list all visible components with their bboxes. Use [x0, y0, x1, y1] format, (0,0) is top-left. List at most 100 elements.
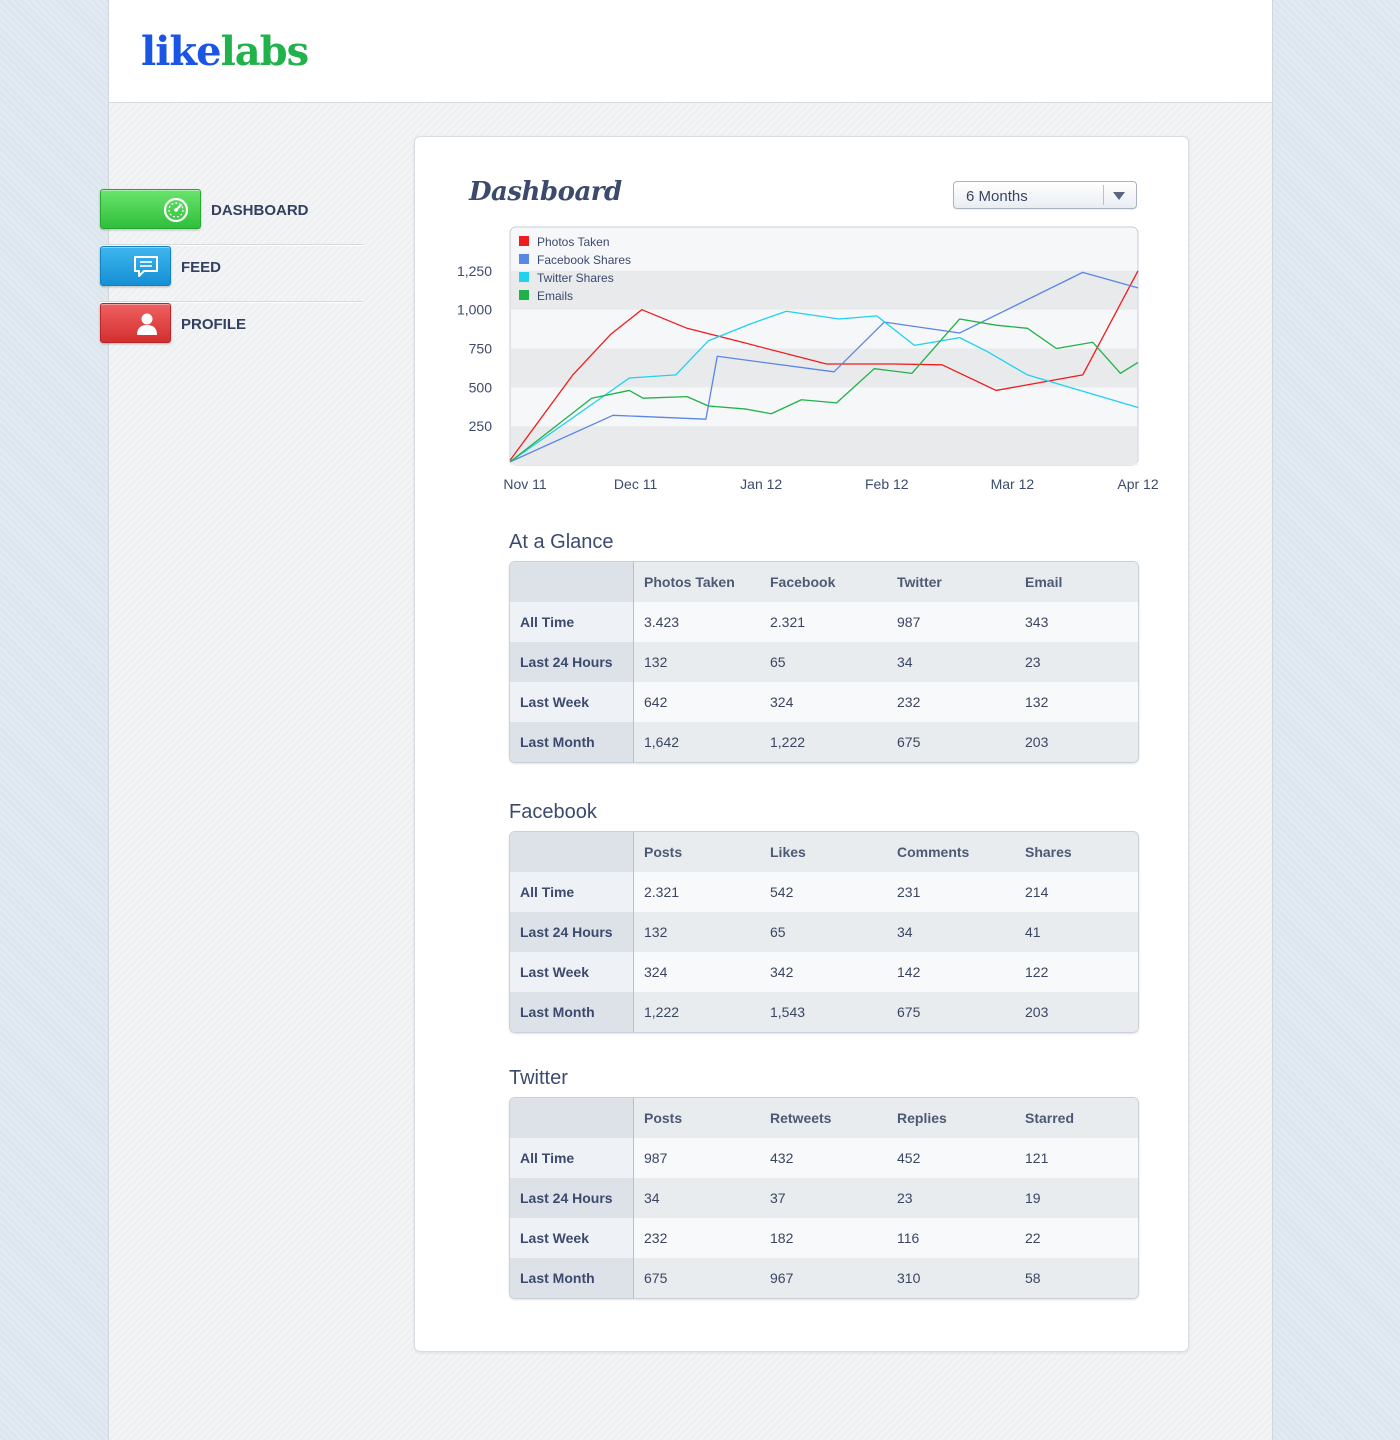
series-line [509, 270, 1139, 461]
sidebar-item-label: DASHBOARD [211, 202, 309, 219]
table-cell: 675 [887, 992, 1015, 1032]
legend-label: Facebook Shares [537, 253, 631, 267]
table-cell: 432 [760, 1138, 887, 1178]
activity-chart: 250 500 750 1,000 1,250 Nov 11 Dec 11 Jan 12 Feb… [415, 137, 1190, 517]
table-header-row: Posts Retweets Replies Starred [510, 1098, 1138, 1138]
grid-band [511, 270, 1137, 310]
y-tick-label: 250 [469, 418, 493, 434]
table-cell: 542 [760, 872, 887, 912]
row-label: All Time [510, 1138, 634, 1178]
table-cell: 1,642 [634, 722, 760, 762]
table-cell: 2.321 [634, 872, 760, 912]
row-label: All Time [510, 602, 634, 642]
y-tick-label: 1,000 [457, 302, 492, 318]
legend-label: Twitter Shares [537, 271, 614, 285]
table-cell: 34 [887, 642, 1015, 682]
table-cell: 987 [887, 602, 1015, 642]
table-row: Last 24 Hours 132 65 34 23 [510, 642, 1138, 682]
table-cell: 232 [634, 1218, 760, 1258]
table-cell: 37 [760, 1178, 887, 1218]
section-title-at-a-glance: At a Glance [509, 531, 614, 553]
table-cell: 675 [634, 1258, 760, 1298]
table-cell: 34 [887, 912, 1015, 952]
sidebar-item-feed[interactable]: FEED [100, 245, 363, 302]
twitter-table: Posts Retweets Replies Starred All Time … [509, 1097, 1139, 1299]
table-cell: 343 [1015, 602, 1138, 642]
chevron-down-icon[interactable] [1113, 192, 1125, 200]
legend-swatch [519, 254, 529, 264]
sidebar-item-label: FEED [181, 259, 222, 276]
table-cell: 203 [1015, 992, 1138, 1032]
range-select[interactable]: 6 Months [953, 181, 1137, 209]
range-select-value: 6 Months [966, 188, 1028, 205]
table-cell: 132 [1015, 682, 1138, 722]
series-line [509, 271, 1139, 463]
table-cell: 1,543 [760, 992, 887, 1032]
y-tick-label: 1,250 [457, 263, 492, 279]
table-cell: 41 [1015, 912, 1138, 952]
table-cell: 231 [887, 872, 1015, 912]
table-cell: 1,222 [634, 992, 760, 1032]
speedometer-icon [163, 197, 189, 223]
row-label: Last Month [510, 1258, 634, 1298]
table-cell: 3.423 [634, 602, 760, 642]
column-header: Photos Taken [634, 562, 760, 602]
table-cell: 310 [887, 1258, 1015, 1298]
table-row: Last Month 1,642 1,222 675 203 [510, 722, 1138, 762]
series-line [509, 318, 1139, 463]
table-cell: 203 [1015, 722, 1138, 762]
table-cell: 967 [760, 1258, 887, 1298]
top-header: likelabs [109, 0, 1272, 103]
x-tick-label: Apr 12 [1117, 476, 1158, 492]
table-corner [510, 832, 634, 872]
table-row: All Time 987 432 452 121 [510, 1138, 1138, 1178]
chat-bubble-icon [134, 256, 158, 277]
table-cell: 1,222 [760, 722, 887, 762]
legend-label: Photos Taken [537, 235, 610, 249]
table-row: Last 24 Hours 34 37 23 19 [510, 1178, 1138, 1218]
table-cell: 65 [760, 642, 887, 682]
legend-swatch [519, 236, 529, 246]
sidebar-nav: DASHBOARD FEED PROFILE [100, 188, 363, 359]
profile-tab[interactable] [100, 303, 171, 343]
column-header: Posts [634, 832, 760, 872]
y-tick-label: 500 [469, 379, 493, 395]
row-label: Last Month [510, 722, 634, 762]
legend-swatch [519, 272, 529, 282]
table-header-row: Photos Taken Facebook Twitter Email [510, 562, 1138, 602]
table-corner [510, 1098, 634, 1138]
feed-tab[interactable] [100, 246, 171, 286]
table-cell: 116 [887, 1218, 1015, 1258]
table-cell: 121 [1015, 1138, 1138, 1178]
table-cell: 65 [760, 912, 887, 952]
x-tick-label: Mar 12 [991, 476, 1035, 492]
sidebar-item-dashboard[interactable]: DASHBOARD [100, 188, 363, 245]
row-label: Last 24 Hours [510, 1178, 634, 1218]
x-tick-label: Dec 11 [614, 476, 658, 492]
sidebar-item-profile[interactable]: PROFILE [100, 302, 363, 359]
table-cell: 214 [1015, 872, 1138, 912]
table-cell: 232 [887, 682, 1015, 722]
likelabs-logo[interactable]: likelabs [141, 28, 309, 75]
table-row: Last Month 675 967 310 58 [510, 1258, 1138, 1298]
legend-label: Emails [537, 289, 573, 303]
table-cell: 452 [887, 1138, 1015, 1178]
row-label: Last Week [510, 1218, 634, 1258]
table-cell: 324 [760, 682, 887, 722]
row-label: Last 24 Hours [510, 642, 634, 682]
table-cell: 22 [1015, 1218, 1138, 1258]
table-corner [510, 562, 634, 602]
table-cell: 58 [1015, 1258, 1138, 1298]
dashboard-tab[interactable] [100, 189, 201, 229]
table-cell: 142 [887, 952, 1015, 992]
column-header: Likes [760, 832, 887, 872]
table-cell: 987 [634, 1138, 760, 1178]
row-label: Last 24 Hours [510, 912, 634, 952]
logo-like-text: like [141, 28, 222, 75]
column-header: Starred [1015, 1098, 1138, 1138]
table-row: Last Week 642 324 232 132 [510, 682, 1138, 722]
column-header: Shares [1015, 832, 1138, 872]
row-label: Last Week [510, 682, 634, 722]
grid-band [511, 348, 1137, 388]
table-row: All Time 2.321 542 231 214 [510, 872, 1138, 912]
